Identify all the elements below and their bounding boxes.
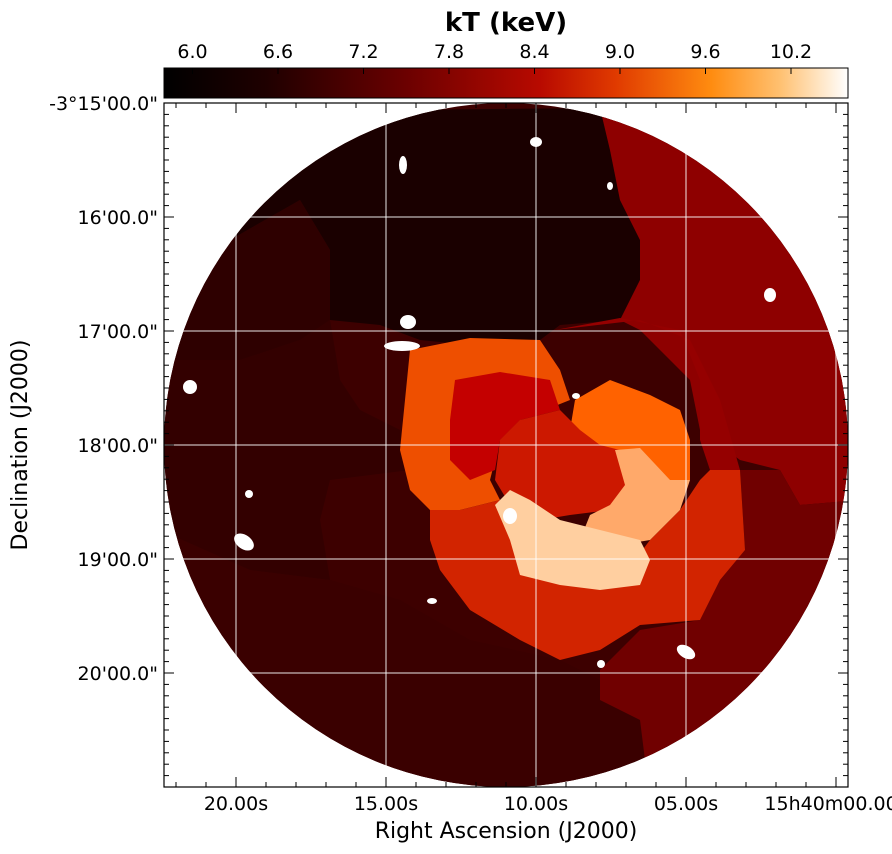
region-north-cold: [220, 108, 640, 345]
colorbar-tick-labels: 6.0 6.6 7.2 7.8 8.4 9.0 9.6 10.2: [177, 41, 812, 63]
colorbar-tick-label: 9.6: [690, 41, 720, 63]
y-tick-label: 17'00.0": [78, 321, 158, 343]
colorbar-tick-label: 10.2: [770, 41, 812, 63]
masked-source: [183, 380, 197, 394]
y-tick-label: 19'00.0": [78, 549, 158, 571]
masked-source: [676, 644, 696, 660]
masked-source: [597, 660, 605, 668]
x-tick-label: 15.00s: [354, 793, 418, 815]
x-tick-label: 05.00s: [654, 793, 718, 815]
masked-source: [234, 533, 254, 551]
y-tick-label: 18'00.0": [78, 435, 158, 457]
region-east-inner: [555, 318, 740, 470]
masked-source: [400, 315, 416, 329]
colorbar-tick-label: 7.2: [348, 41, 378, 63]
axis-ticks: [164, 102, 848, 788]
region-hot-south: [495, 490, 650, 590]
masked-source: [503, 508, 517, 524]
masked-source: [427, 598, 437, 604]
masked-source: [245, 490, 253, 498]
x-tick-label: 20.00s: [204, 793, 268, 815]
colorbar-tick-label: 6.0: [177, 41, 207, 63]
y-axis-label: Declination (J2000): [8, 340, 33, 551]
masked-point-sources: [183, 137, 776, 668]
x-tick-labels: 20.00s 15.00s 10.00s 05.00s 15h40m00.00s: [204, 793, 892, 815]
y-tick-label: -3°15'00.0": [49, 93, 158, 115]
region-hot-east: [580, 448, 690, 545]
y-tick-labels: -3°15'00.0" 16'00.0" 17'00.0" 18'00.0" 19'00…: [49, 93, 158, 685]
y-tick-label: 20'00.0": [78, 663, 158, 685]
region-west: [164, 320, 410, 580]
masked-source: [530, 137, 542, 147]
colorbar-tick-label: 7.8: [434, 41, 464, 63]
masked-source: [399, 156, 407, 174]
colorbar-tick-label: 6.6: [263, 41, 293, 63]
y-tick-label: 16'00.0": [78, 207, 158, 229]
colorbar-ticks: [192, 68, 792, 74]
colorbar-title: kT (keV): [445, 8, 567, 38]
region-core-west: [450, 372, 560, 480]
coordinate-grid: [164, 103, 848, 787]
region-core: [495, 410, 630, 520]
masked-source: [764, 288, 776, 302]
x-axis-label: Right Ascension (J2000): [375, 819, 638, 844]
masked-source: [572, 393, 580, 399]
colorbar-tick-label: 8.4: [519, 41, 549, 63]
colorbar: [163, 67, 849, 99]
x-tick-label: 10.00s: [504, 793, 568, 815]
masked-source: [607, 182, 613, 190]
x-tick-label: 15h40m00.00s: [764, 793, 892, 815]
masked-source: [384, 341, 420, 351]
plot-frame: [163, 102, 849, 788]
colorbar-tick-label: 9.0: [605, 41, 635, 63]
